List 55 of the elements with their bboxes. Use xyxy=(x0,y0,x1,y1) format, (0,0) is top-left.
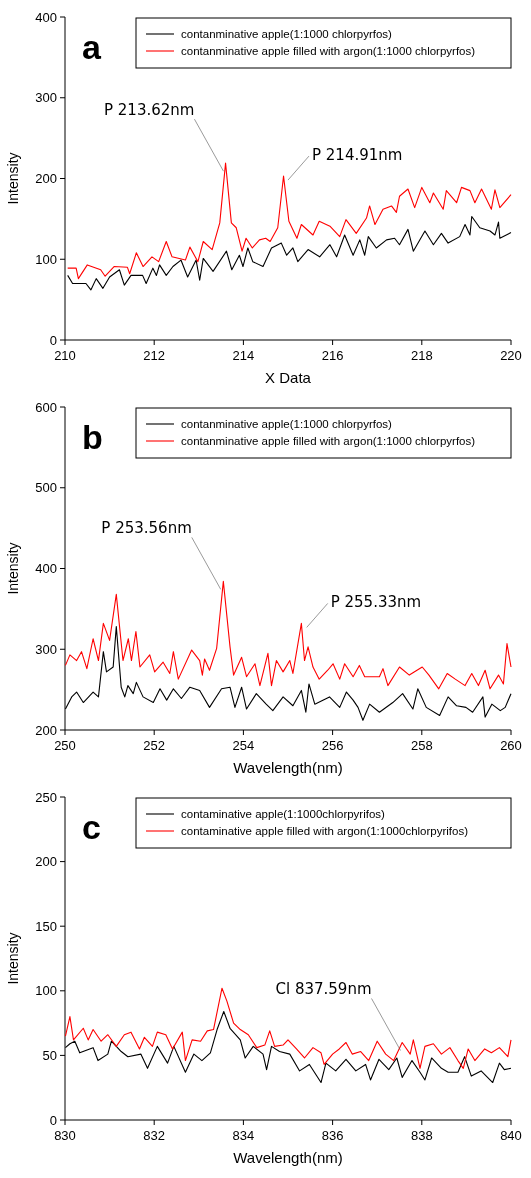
annotation: Cl 837.59nm xyxy=(275,980,372,999)
legend-label: contanminative apple(1:1000 chlorpyrfos) xyxy=(181,28,393,41)
legend-label: contanminative apple filled with argon(1:1000 chlorpyrfos) xyxy=(181,45,476,58)
annotation: P 253.56nm xyxy=(101,519,192,538)
y-tick-label: 200 xyxy=(35,854,57,870)
y-tick-label: 200 xyxy=(35,722,57,738)
y-tick-label: 250 xyxy=(35,789,57,805)
y-tick-label: 100 xyxy=(35,983,57,999)
x-axis-title: Wavelength(nm) xyxy=(233,1149,343,1166)
x-tick-label: 830 xyxy=(54,1128,76,1143)
x-tick-label: 212 xyxy=(143,348,166,363)
x-tick-label: 218 xyxy=(410,348,433,363)
x-tick-label: 220 xyxy=(500,348,522,363)
x-tick-label: 252 xyxy=(143,738,166,753)
x-tick-label: 254 xyxy=(232,738,255,753)
x-tick-label: 840 xyxy=(500,1128,522,1143)
x-axis-title: Wavelength(nm) xyxy=(233,759,343,776)
y-axis-title: Intensity xyxy=(5,542,21,595)
annotation: P 213.62nm xyxy=(104,101,195,120)
x-tick-label: 834 xyxy=(232,1128,255,1143)
y-tick-label: 200 xyxy=(35,171,57,187)
chart-title: c xyxy=(82,808,101,846)
y-tick-label: 300 xyxy=(35,90,57,106)
y-tick-label: 600 xyxy=(35,399,57,415)
x-tick-label: 256 xyxy=(321,738,344,753)
x-axis-title: X Data xyxy=(265,369,312,386)
x-tick-label: 832 xyxy=(143,1128,166,1143)
legend-label: contanminative apple filled with argon(1:1000 chlorpyrfos) xyxy=(181,435,476,448)
y-axis-title: Intensity xyxy=(5,932,21,985)
x-tick-label: 214 xyxy=(232,348,255,363)
legend-label: contaminative apple(1:1000chlorpyrifos) xyxy=(181,808,386,821)
x-tick-label: 260 xyxy=(500,738,522,753)
y-tick-label: 150 xyxy=(35,918,57,934)
x-tick-label: 838 xyxy=(410,1128,433,1143)
annotation: P 255.33nm xyxy=(330,593,422,612)
line-series xyxy=(64,580,512,690)
y-tick-label: 50 xyxy=(42,1047,57,1063)
line-series xyxy=(67,162,512,280)
y-tick-label: 0 xyxy=(49,1112,57,1128)
y-tick-label: 0 xyxy=(49,332,57,348)
y-tick-label: 100 xyxy=(35,251,57,267)
x-tick-label: 258 xyxy=(410,738,433,753)
x-tick-label: 210 xyxy=(54,348,76,363)
y-tick-label: 400 xyxy=(35,9,57,25)
chart-title: b xyxy=(82,418,103,456)
y-axis-title: Intensity xyxy=(5,152,21,205)
chart-title: a xyxy=(82,28,102,66)
x-tick-label: 836 xyxy=(321,1128,344,1143)
y-tick-label: 300 xyxy=(35,641,57,657)
legend-label: contanminative apple(1:1000 chlorpyrfos) xyxy=(181,418,393,431)
y-tick-label: 500 xyxy=(35,480,57,496)
annotation: P 214.91nm xyxy=(311,146,403,165)
legend-label: contaminative apple filled with argon(1:1000chlorpyrifos) xyxy=(181,825,469,838)
y-tick-label: 400 xyxy=(35,561,57,577)
x-tick-label: 216 xyxy=(321,348,344,363)
